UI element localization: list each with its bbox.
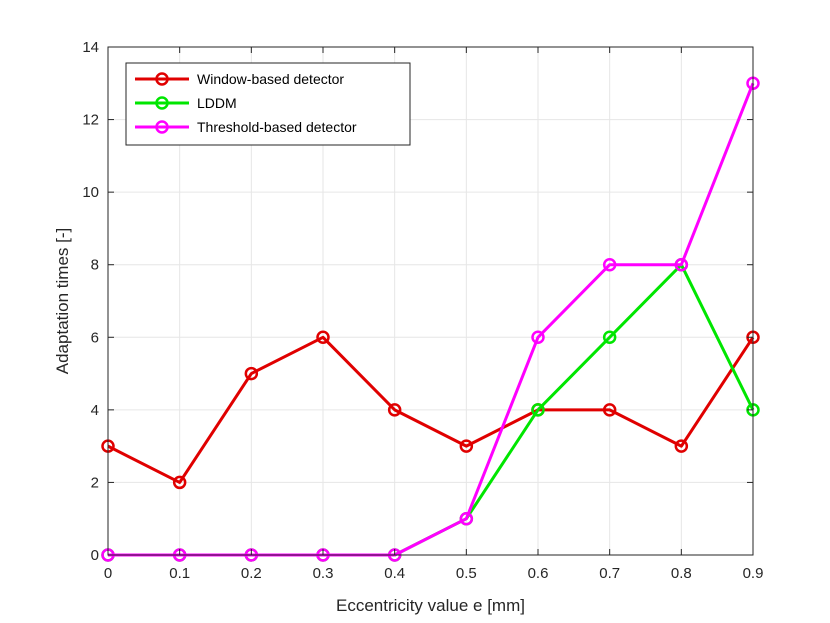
x-tick-label: 0.3 (313, 565, 334, 582)
legend: Window-based detector LDDM Threshold-based… (125, 62, 411, 146)
series-line (107, 335, 755, 484)
data-point (674, 257, 689, 272)
x-tick-label: 0.8 (671, 565, 692, 582)
data-point (602, 330, 617, 345)
legend-entry: LDDM (135, 95, 237, 111)
data-point (531, 330, 545, 345)
data-point (459, 439, 474, 453)
x-tick-label: 0.9 (743, 565, 764, 582)
data-point (316, 330, 330, 345)
x-tick-label: 0.4 (384, 565, 405, 582)
data-point (387, 403, 402, 417)
legend-marker (155, 96, 169, 110)
data-point (531, 403, 545, 417)
x-tick-label: 0.7 (599, 565, 620, 582)
y-tick-label: 10 (82, 184, 99, 201)
y-axis-label: Adaptation times [-] (53, 228, 72, 374)
y-tick-label: 4 (91, 402, 99, 419)
y-tick-label: 0 (91, 547, 99, 564)
data-point (172, 475, 187, 490)
data-point (674, 439, 689, 453)
y-tick-label: 8 (91, 257, 99, 274)
x-tick-label: 0.1 (169, 565, 190, 582)
legend-marker (155, 120, 169, 134)
legend-label: Window-based detector (197, 71, 344, 87)
x-tick-label: 0 (104, 565, 112, 582)
tick-labels: 0 0.1 0.2 0.3 0.4 0.5 0.6 0.7 0.8 0.9 0 2 4 6 8 10 12 14 (82, 39, 763, 582)
y-tick-label: 12 (82, 112, 99, 129)
legend-marker (155, 72, 169, 86)
x-axis-label: Eccentricity value e [mm] (336, 596, 525, 615)
legend-entry: Window-based detector (135, 71, 344, 87)
data-point (602, 257, 617, 272)
legend-label: LDDM (197, 95, 237, 111)
legend-entry: Threshold-based detector (135, 119, 357, 135)
axis-ticks (107, 46, 754, 556)
x-tick-label: 0.5 (456, 565, 477, 582)
data-point (459, 511, 474, 526)
x-tick-label: 0.6 (528, 565, 549, 582)
legend-label: Threshold-based detector (197, 119, 357, 135)
y-tick-label: 14 (82, 39, 99, 56)
y-tick-label: 2 (91, 474, 99, 491)
x-tick-label: 0.2 (241, 565, 262, 582)
y-tick-label: 6 (91, 329, 99, 346)
data-point (244, 366, 259, 381)
data-point (602, 403, 617, 417)
plot-frame (107, 46, 754, 556)
